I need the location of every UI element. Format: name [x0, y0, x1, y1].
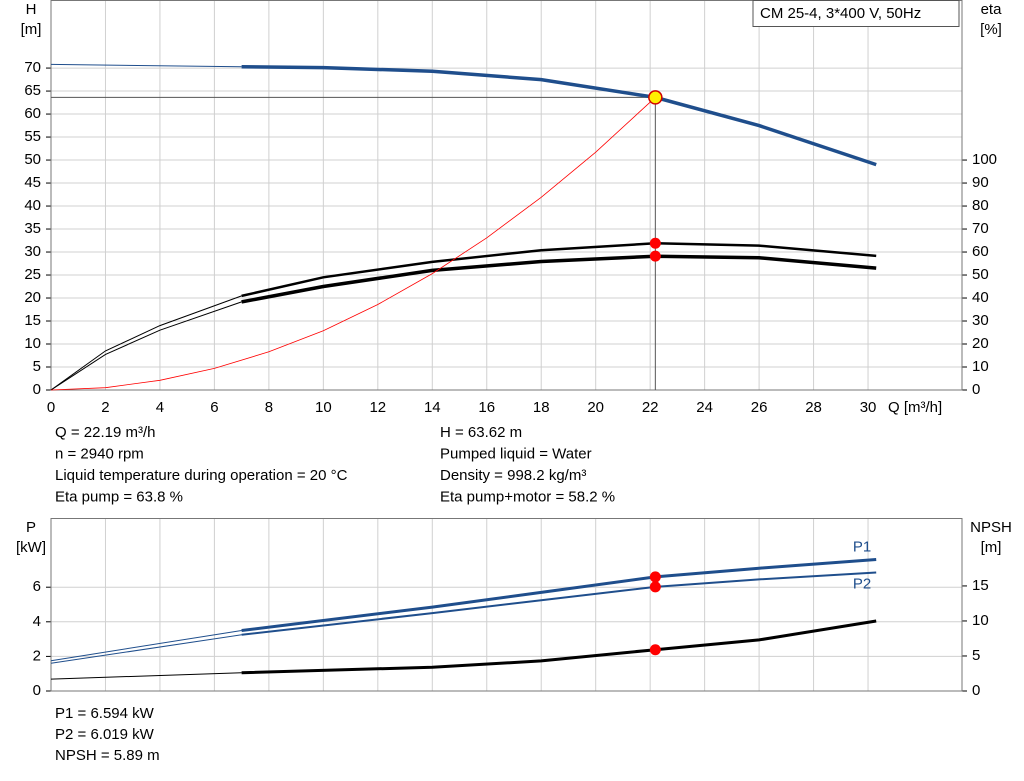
y-tick-label: 60: [24, 105, 41, 122]
x-tick-label: 6: [210, 399, 218, 416]
y2-tick-label: 90: [972, 174, 989, 191]
info-text: P2 = 6.019 kW: [55, 726, 155, 743]
y2-tick-label: 80: [972, 197, 989, 214]
info-text: Liquid temperature during operation = 20…: [55, 467, 348, 484]
operating-point: [649, 250, 661, 262]
curve-label: P1: [853, 538, 871, 555]
info-text: Eta pump = 63.8 %: [55, 488, 183, 505]
y-tick-label: 40: [24, 197, 41, 214]
curve: [50, 295, 242, 391]
y-tick-label: 0: [33, 682, 41, 699]
curve: [241, 619, 877, 675]
curve: [241, 64, 877, 167]
y2-axis-label: [%]: [980, 21, 1002, 38]
x-tick-label: 24: [696, 399, 713, 416]
y-tick-label: 10: [24, 335, 41, 352]
operating-point: [649, 571, 661, 583]
curve: [241, 571, 877, 636]
y2-tick-label: 30: [972, 312, 989, 329]
y2-tick-label: 20: [972, 335, 989, 352]
y2-tick-label: 50: [972, 266, 989, 283]
x-tick-label: 16: [478, 399, 495, 416]
y2-tick-label: 10: [972, 612, 989, 629]
x-tick-label: 8: [265, 399, 273, 416]
y-tick-label: 5: [33, 358, 41, 375]
info-text: H = 63.62 m: [440, 424, 522, 441]
curve: [50, 301, 242, 391]
y-tick-label: 0: [33, 381, 41, 398]
info-text: Q = 22.19 m³/h: [55, 424, 155, 441]
y2-tick-label: 100: [972, 151, 997, 168]
y-tick-label: 55: [24, 128, 41, 145]
plot-frame: [50, 0, 963, 391]
y-tick-label: 30: [24, 243, 41, 260]
y-tick-label: 2: [33, 647, 41, 664]
y2-tick-label: 70: [972, 220, 989, 237]
y-tick-label: 50: [24, 151, 41, 168]
x-tick-label: 12: [369, 399, 386, 416]
curve: [50, 630, 242, 662]
x-tick-label: 22: [642, 399, 659, 416]
x-tick-label: 14: [424, 399, 441, 416]
y-axis-label: P: [26, 519, 36, 536]
y2-tick-label: 0: [972, 381, 980, 398]
y-tick-label: 6: [33, 578, 41, 595]
x-tick-label: 20: [587, 399, 604, 416]
operating-point: [649, 581, 661, 593]
y2-tick-label: 15: [972, 577, 989, 594]
y-tick-label: 25: [24, 266, 41, 283]
y2-axis-label: NPSH: [970, 519, 1012, 536]
curve: [241, 254, 877, 304]
y-tick-label: 15: [24, 312, 41, 329]
y2-axis-label: [m]: [981, 539, 1002, 556]
x-tick-label: 30: [860, 399, 877, 416]
chart-title: CM 25-4, 3*400 V, 50Hz: [760, 5, 921, 22]
curve: [50, 672, 242, 680]
curve: [50, 97, 656, 391]
x-tick-label: 0: [47, 399, 55, 416]
x-tick-label: 18: [533, 399, 550, 416]
y2-tick-label: 0: [972, 682, 980, 699]
y2-axis-label: eta: [981, 1, 1003, 18]
operating-point: [649, 237, 661, 249]
info-text: n = 2940 rpm: [55, 445, 144, 462]
y-tick-label: 35: [24, 220, 41, 237]
info-text: NPSH = 5.89 m: [55, 747, 160, 764]
x-tick-label: 10: [315, 399, 332, 416]
y-tick-label: 20: [24, 289, 41, 306]
y2-tick-label: 10: [972, 358, 989, 375]
y-tick-label: 65: [24, 82, 41, 99]
curve: [241, 558, 877, 632]
y-tick-label: 45: [24, 174, 41, 191]
y-axis-label: H: [26, 1, 37, 18]
curve: [50, 63, 242, 68]
y-tick-label: 70: [24, 59, 41, 76]
y-axis-label: [kW]: [16, 539, 46, 556]
operating-point: [648, 90, 663, 105]
curve-label: P2: [853, 575, 871, 592]
title-box: [752, 0, 960, 27]
curve: [241, 242, 877, 298]
y2-tick-label: 5: [972, 647, 980, 664]
y2-tick-label: 40: [972, 289, 989, 306]
x-tick-label: 28: [805, 399, 822, 416]
x-tick-label: 2: [101, 399, 109, 416]
y2-tick-label: 60: [972, 243, 989, 260]
plot-frame: [50, 518, 963, 692]
info-text: P1 = 6.594 kW: [55, 705, 155, 722]
operating-point: [649, 644, 661, 656]
curve: [50, 634, 242, 664]
y-tick-label: 4: [33, 613, 41, 630]
info-text: Density = 998.2 kg/m³: [440, 467, 586, 484]
x-tick-label: 4: [156, 399, 164, 416]
x-tick-label: 26: [751, 399, 768, 416]
info-text: Pumped liquid = Water: [440, 445, 592, 462]
x-axis-label: Q [m³/h]: [888, 399, 942, 416]
y-axis-label: [m]: [21, 21, 42, 38]
info-text: Eta pump+motor = 58.2 %: [440, 488, 615, 505]
